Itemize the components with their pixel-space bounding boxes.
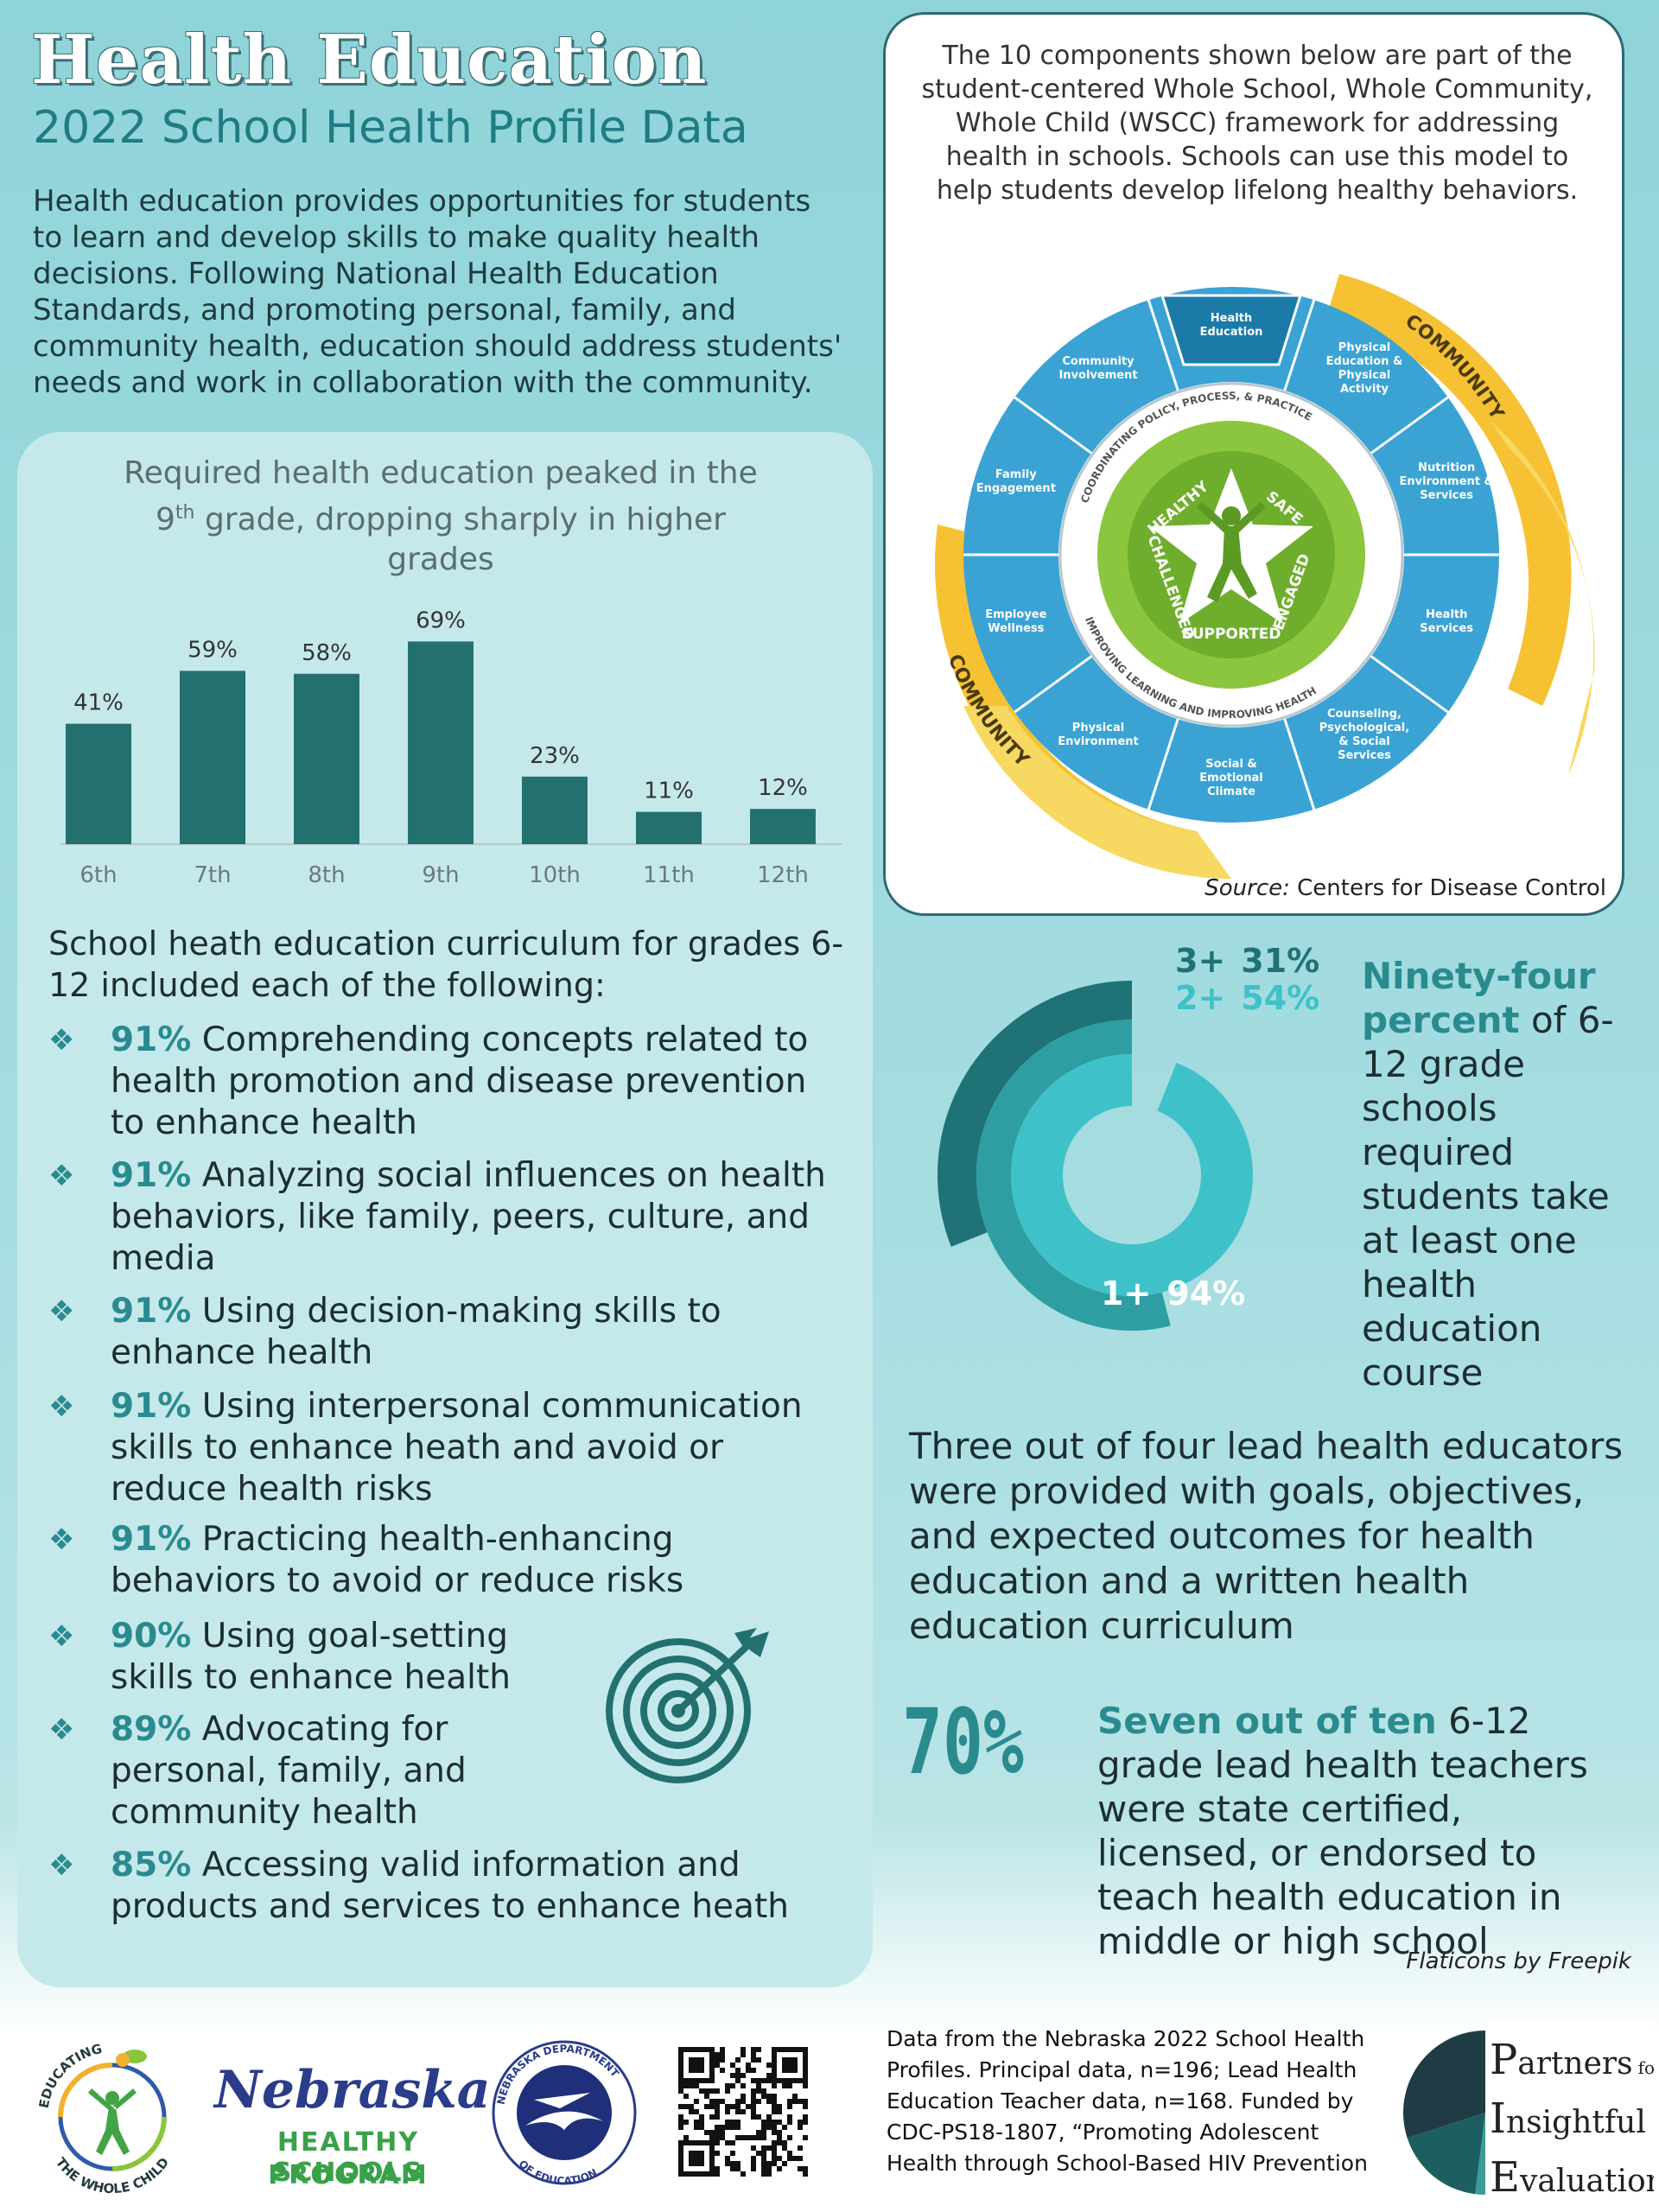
x-tick-label: 10th bbox=[529, 862, 581, 888]
svg-text:THE WHOLE CHILD: THE WHOLE CHILD bbox=[53, 2155, 172, 2197]
bar-7th bbox=[180, 671, 245, 844]
curriculum-title: School heath education curriculum for gr… bbox=[48, 925, 844, 1004]
child-figure-icon bbox=[1197, 502, 1266, 602]
seventy-percent-figure: 70% bbox=[902, 1689, 1024, 1795]
intro-paragraph: Health education provides opportunities … bbox=[33, 184, 842, 400]
center-word-supported: SUPPORTED bbox=[1181, 626, 1281, 643]
bar-value-label: 12% bbox=[758, 775, 808, 801]
curriculum-item-percent: 89% bbox=[111, 1710, 192, 1749]
bar-8th bbox=[294, 673, 359, 844]
curriculum-item-text: Comprehending concepts related to health… bbox=[111, 1020, 809, 1142]
wscc-segment-label: Health Education bbox=[1200, 312, 1263, 339]
curriculum-item-text: Using decision-making skills to enhance … bbox=[111, 1292, 721, 1372]
grade-bar-chart: 41% 6th 59% 7th 58% 8th 69% 9th 23% 10th 11% 11th 12… bbox=[60, 607, 842, 888]
nebraska-department-of-education-seal: NEBRASKA DEPARTMENT OF EDUCATION bbox=[492, 2040, 637, 2186]
curriculum-item-percent: 91% bbox=[111, 1292, 192, 1331]
curriculum-item-percent: 91% bbox=[111, 1020, 192, 1059]
x-tick-label: 7th bbox=[194, 862, 231, 888]
wscc-model-diagram: COMMUNITY COMMUNITY Health EducationPhysi… bbox=[935, 274, 1595, 879]
x-tick-label: 12th bbox=[757, 862, 809, 888]
diamond-bullet-icon: ❖ bbox=[48, 1294, 75, 1329]
diamond-bullet-icon: ❖ bbox=[48, 1522, 75, 1557]
x-tick-label: 9th bbox=[422, 862, 459, 888]
curriculum-item-text: Accessing valid information and products… bbox=[111, 1846, 789, 1926]
diamond-bullet-icon: ❖ bbox=[48, 1713, 75, 1747]
curriculum-item-percent: 91% bbox=[111, 1520, 192, 1559]
donut-label-2plus: 2+ 54% bbox=[1175, 979, 1319, 1017]
curriculum-item-text: Using goal-setting skills to enhance hea… bbox=[111, 1617, 512, 1697]
source-note: Source: Centers for Disease Control bbox=[1205, 875, 1606, 901]
wscc-segment-label: Counseling, Psychological, & Social Service… bbox=[1319, 708, 1409, 762]
bar-value-label: 11% bbox=[644, 779, 694, 804]
wscc-segment-label: Physical Education & Physical Activity bbox=[1326, 341, 1403, 396]
donut-label-3plus: 3+ 31% bbox=[1175, 942, 1319, 980]
nhsp-logo-title: Nebraska bbox=[214, 2060, 491, 2120]
wscc-segment-label: Employee Wellness bbox=[985, 608, 1046, 635]
qr-code bbox=[678, 2047, 808, 2177]
wscc-segment-label: Social & Emotional Climate bbox=[1199, 758, 1262, 798]
curriculum-item-text: Using interpersonal communication skills… bbox=[111, 1387, 803, 1509]
ninety-four-statement: Ninety-four percent of 6-12 grade school… bbox=[1362, 955, 1614, 1394]
wscc-segment-label: Community Involvement bbox=[1058, 355, 1137, 382]
diamond-bullet-icon: ❖ bbox=[48, 1848, 75, 1883]
page-title: Health Education bbox=[31, 21, 708, 99]
curriculum-item-percent: 91% bbox=[111, 1387, 192, 1426]
wscc-description: The 10 components shown below are part o… bbox=[921, 41, 1593, 206]
bar-12th bbox=[750, 809, 816, 844]
x-tick-label: 11th bbox=[643, 862, 695, 888]
bar-value-label: 69% bbox=[416, 607, 466, 633]
svg-text:Evaluation: Evaluation bbox=[1490, 2153, 1654, 2202]
wscc-segment-label: Family Engagement bbox=[976, 468, 1056, 495]
bar-value-label: 59% bbox=[188, 637, 238, 663]
wscc-panel: The 10 components shown below are part o… bbox=[883, 12, 1624, 916]
donut-ring-2plus bbox=[976, 1020, 1171, 1331]
chart-title: Required health education peaked in the … bbox=[124, 455, 758, 577]
x-tick-label: 8th bbox=[308, 862, 345, 888]
donut-label-1plus: 1+ 94% bbox=[1101, 1274, 1245, 1313]
curriculum-item-text: Advocating for personal, family, and com… bbox=[111, 1710, 467, 1832]
bar-10th bbox=[522, 776, 588, 844]
page-subtitle: 2022 School Health Profile Data bbox=[33, 102, 748, 154]
data-source-note: Data from the Nebraska 2022 School Healt… bbox=[887, 2026, 1368, 2176]
three-four-statement: Three out of four lead health educators … bbox=[909, 1425, 1624, 1647]
curriculum-item-percent: 85% bbox=[111, 1846, 192, 1885]
bar-value-label: 41% bbox=[73, 690, 124, 716]
diamond-bullet-icon: ❖ bbox=[48, 1619, 75, 1654]
nhsp-logo-line2: HEALTHY SCHOOLS bbox=[272, 2127, 424, 2188]
curriculum-item-percent: 90% bbox=[111, 1617, 192, 1656]
wscc-segment-label: Nutrition Environment & Services bbox=[1399, 461, 1493, 502]
course-donut-chart: 3+ 31% 2+ 54% 1+ 94% bbox=[938, 942, 1319, 1331]
svg-text:EDUCATING: EDUCATING bbox=[36, 2041, 104, 2109]
bar-value-label: 58% bbox=[302, 640, 352, 666]
bar-value-label: 23% bbox=[530, 743, 580, 769]
curriculum-item-text: Practicing health-enhancing behaviors to… bbox=[111, 1520, 684, 1600]
svg-text:Partnersfor: Partnersfor bbox=[1490, 2036, 1654, 2084]
health-education-segment bbox=[1160, 294, 1303, 366]
nhsp-logo-line3: PROGRAM bbox=[268, 2160, 429, 2190]
bar-11th bbox=[636, 811, 702, 844]
target-icon bbox=[606, 1628, 769, 1783]
wscc-segment-label: Physical Environment bbox=[1058, 721, 1139, 748]
curriculum-item-percent: 91% bbox=[111, 1156, 192, 1195]
wscc-segment-label: Health Services bbox=[1420, 608, 1473, 635]
educating-whole-child-logo: EDUCATING THE WHOLE CHILD bbox=[36, 2041, 172, 2197]
partners-insightful-evaluation-logo: Partnersfor Insightful Evaluation bbox=[1403, 2022, 1654, 2208]
svg-text:Insightful: Insightful bbox=[1490, 2094, 1646, 2143]
curriculum-item-text: Analyzing social influences on health be… bbox=[111, 1156, 826, 1278]
bar-6th bbox=[66, 723, 131, 844]
seventy-statement: Seven out of ten 6-12 grade lead health … bbox=[1097, 1700, 1588, 1962]
icon-credit: Flaticons by Freepik bbox=[1406, 1948, 1631, 1974]
bar-9th bbox=[408, 641, 474, 844]
donut-ring-3plus bbox=[938, 981, 1132, 1247]
donut-ring-1plus bbox=[1011, 1054, 1254, 1296]
x-tick-label: 6th bbox=[79, 862, 117, 888]
diamond-bullet-icon: ❖ bbox=[48, 1389, 75, 1424]
diamond-bullet-icon: ❖ bbox=[48, 1159, 75, 1193]
diamond-bullet-icon: ❖ bbox=[48, 1023, 75, 1058]
